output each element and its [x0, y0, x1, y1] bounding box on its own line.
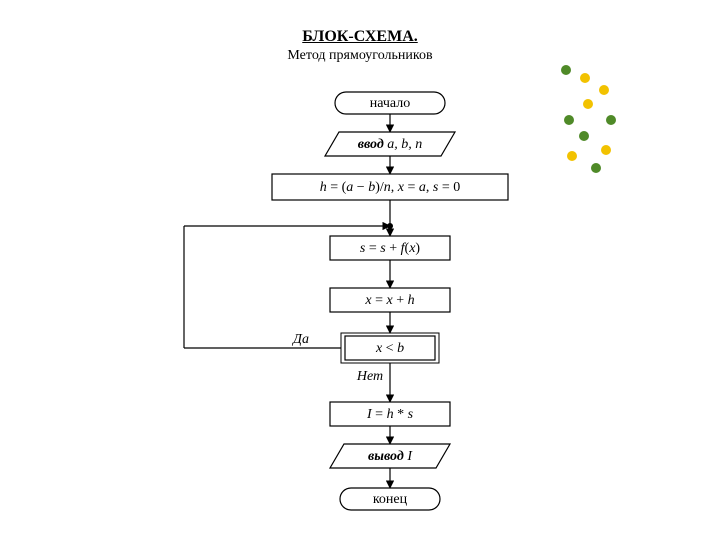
- svg-text:начало: начало: [370, 96, 411, 111]
- svg-text:I = h * s: I = h * s: [366, 407, 414, 422]
- green-dot: [564, 115, 574, 125]
- yellow-dot: [567, 151, 577, 161]
- svg-text:ввод a, b, n: ввод a, b, n: [358, 137, 423, 152]
- yellow-dot: [583, 99, 593, 109]
- svg-text:x = x + h: x = x + h: [364, 293, 414, 308]
- svg-text:h = (a − b)/n, x = a, s = 0: h = (a − b)/n, x = a, s = 0: [320, 180, 461, 195]
- svg-text:конец: конец: [373, 492, 408, 507]
- green-dot: [606, 115, 616, 125]
- flowchart-svg: начало конец ввод a, b, n h = (a − b)/n, x …: [0, 0, 720, 540]
- svg-text:x < b: x < b: [375, 341, 404, 356]
- yellow-dot: [601, 145, 611, 155]
- svg-text:вывод I: вывод I: [368, 449, 413, 464]
- svg-text:s = s + f(x): s = s + f(x): [360, 241, 421, 256]
- decision-yes-label: Да: [291, 332, 309, 347]
- yellow-dot: [580, 73, 590, 83]
- decision-no-label: Нет: [356, 369, 383, 384]
- flowchart-canvas: БЛОК-СХЕМА. Метод прямоугольников начало…: [0, 0, 720, 540]
- green-dot: [561, 65, 571, 75]
- yellow-dot: [599, 85, 609, 95]
- green-dot: [591, 163, 601, 173]
- green-dot: [579, 131, 589, 141]
